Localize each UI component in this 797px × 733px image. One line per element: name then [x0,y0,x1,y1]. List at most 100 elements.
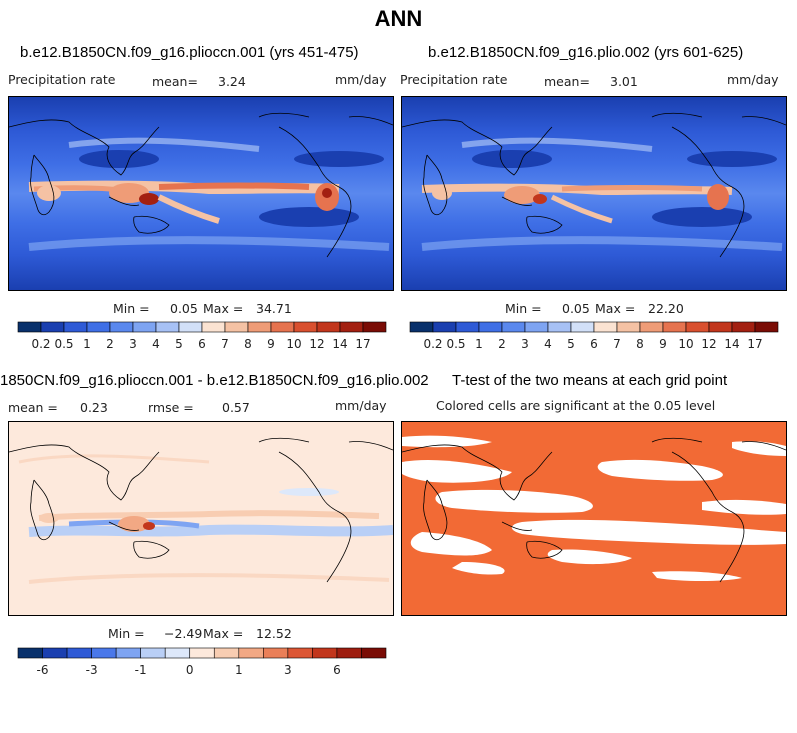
colorbar-swatch [201,321,226,333]
colorbar-tick-label: 8 [636,337,644,351]
colorbar-swatch [178,321,203,333]
colorbar-swatch [639,321,664,333]
colorbar-tick-label: 3 [129,337,137,351]
colorbar-swatch [616,321,641,333]
colorbar-swatch [115,647,141,659]
colorbar-tick-label: 14 [332,337,347,351]
colorbar-swatch [339,321,364,333]
colorbar-swatch [316,321,341,333]
colorbar-tick-label: 6 [333,663,341,677]
colorbar-tick-label: 2 [106,337,114,351]
colorbar-swatch [155,321,180,333]
colorbar-tick-label: 6 [198,337,206,351]
colorbar-swatch [66,647,92,659]
map-ttest-significance [401,421,787,616]
map-difference [8,421,394,616]
colorbar-swatch [42,647,68,659]
panel-tr-case-title: b.e12.B1850CN.f09_g16.plio.002 (yrs 601-… [428,44,744,61]
colorbar-swatch [238,647,264,659]
colorbar-tick-label: 0.2 [31,337,50,351]
colorbar-tick-label: 17 [747,337,762,351]
colorbar-swatch [336,647,362,659]
colorbar-swatch [213,647,240,659]
colorbar-tick-label: 5 [175,337,183,351]
colorbar-swatch [224,321,249,333]
colorbar-swatch [109,321,134,333]
colorbar-tick-label: 2 [498,337,506,351]
colorbar-tick-label: 3 [521,337,529,351]
colorbar-swatch [287,647,313,659]
panel-tl-mean-value: 3.24 [218,74,246,89]
colorbar-difference: -6 -3 -1 0 1 3 6 [17,647,387,677]
colorbar-swatch [293,321,318,333]
panel-tl-variable: Precipitation rate [8,72,116,87]
colorbar-swatch [361,647,387,659]
panel-tl-min-label: Min = [113,301,150,316]
panel-bl-units: mm/day [335,398,387,413]
colorbar-tick-label: 9 [659,337,667,351]
panel-bl-mean-value: 0.23 [80,400,108,415]
colorbar-swatch [247,321,272,333]
panel-tl-mean-label: mean= [152,74,198,89]
panel-bl-max-label: Max = [203,626,244,641]
colorbar-swatch [455,321,480,333]
colorbar-tick-label: 10 [678,337,693,351]
colorbar-tick-label: 14 [724,337,739,351]
panel-tr-max-value: 22.20 [648,301,684,316]
colorbar-swatch [164,647,191,659]
panel-br-subtitle: Colored cells are significant at the 0.0… [436,398,716,413]
page-title: ANN [374,6,423,31]
colorbar-swatch [140,647,166,659]
colorbar-swatch [731,321,756,333]
panel-tr-variable: Precipitation rate [400,72,508,87]
colorbar-tick-label: 9 [267,337,275,351]
colorbar-swatch [91,647,117,659]
colorbar-swatch [63,321,88,333]
colorbar-swatch [132,321,157,333]
panel-tr-min-label: Min = [505,301,542,316]
colorbar-swatch [685,321,710,333]
colorbar-tick-label: 5 [567,337,575,351]
colorbar-tick-label: 8 [244,337,252,351]
panel-bl-max-value: 12.52 [256,626,292,641]
colorbar-tick-label: 7 [221,337,229,351]
colorbar-tick-label: 0 [186,663,194,677]
colorbar-tick-label: 7 [613,337,621,351]
colorbar-tick-label: 17 [355,337,370,351]
panel-tl-max-label: Max = [203,301,244,316]
colorbar-swatch [662,321,687,333]
colorbar-tick-label: -3 [86,663,98,677]
panel-bl-mean-label: mean = [8,400,58,415]
colorbar-swatch [17,321,42,333]
panel-tr-mean-label: mean= [544,74,590,89]
colorbar-tick-label: 1 [475,337,483,351]
panel-br-title: T-test of the two means at each grid poi… [452,372,728,389]
panel-bl-rmse-label: rmse = [148,400,194,415]
colorbar-precip-left: 0.2 0.5 1 2 3 4 5 6 7 8 9 10 12 14 17 [17,321,387,351]
colorbar-precip-right: 0.2 0.5 1 2 3 4 5 6 7 8 9 10 12 14 17 [409,321,779,351]
colorbar-swatch [478,321,503,333]
colorbar-swatch [432,321,457,333]
colorbar-swatch [593,321,618,333]
panel-tr-max-label: Max = [595,301,636,316]
colorbar-swatch [40,321,65,333]
colorbar-tick-label: 12 [309,337,324,351]
map-plioccn-precip [8,96,394,291]
colorbar-swatch [409,321,434,333]
colorbar-swatch [312,647,338,659]
colorbar-tick-label: -1 [135,663,147,677]
colorbar-tick-label: 4 [544,337,552,351]
panel-bl-min-value: −2.49 [164,626,203,641]
precip-field-plioccn [9,97,393,290]
colorbar-swatch [263,647,289,659]
colorbar-swatch [524,321,549,333]
colorbar-swatch [547,321,572,333]
colorbar-swatch [754,321,779,333]
panel-bl-min-label: Min = [108,626,145,641]
map-plio-precip [401,96,787,291]
panel-bl-rmse-value: 0.57 [222,400,250,415]
colorbar-tick-label: 4 [152,337,160,351]
panel-tl-units: mm/day [335,72,387,87]
colorbar-tick-label: 6 [590,337,598,351]
precip-field-plio [402,97,786,290]
